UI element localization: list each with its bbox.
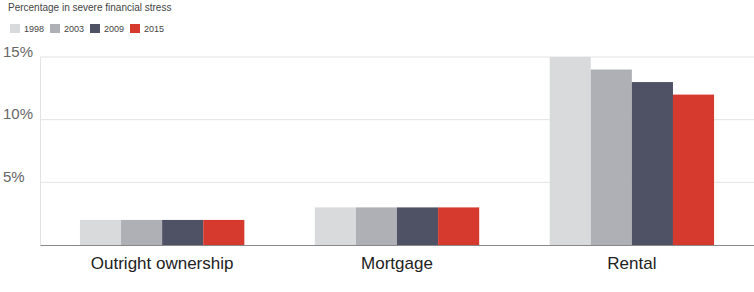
x-axis: Outright ownership Mortgage Rental xyxy=(41,245,754,273)
y-axis: 5% 10% 15% xyxy=(3,43,41,246)
chart: Percentage in severe financial stress 199… xyxy=(0,0,754,292)
bar xyxy=(591,70,632,245)
legend-item: 2015 xyxy=(130,24,164,34)
bar xyxy=(673,95,714,245)
legend: 1998 2003 2009 2015 xyxy=(10,24,164,34)
bar xyxy=(356,207,397,245)
x-tick-label: Rental xyxy=(607,254,656,273)
bar xyxy=(203,220,244,245)
y-tick: 10% xyxy=(3,105,40,122)
legend-swatch xyxy=(130,24,140,33)
legend-label: 2015 xyxy=(144,24,164,34)
legend-swatch xyxy=(50,24,60,33)
bar xyxy=(315,207,356,245)
y-tick: 5% xyxy=(3,168,40,185)
x-tick-label: Outright ownership xyxy=(91,254,234,273)
bar xyxy=(550,57,591,245)
legend-swatch xyxy=(90,24,100,33)
title: Percentage in severe financial stress xyxy=(8,2,171,13)
y-tick-label: 5% xyxy=(3,168,25,185)
y-tick-label: 15% xyxy=(3,43,33,60)
legend-item: 2003 xyxy=(50,24,84,34)
bar xyxy=(632,82,673,245)
bar xyxy=(162,220,203,245)
grid-line xyxy=(40,57,754,58)
legend-item: 1998 xyxy=(10,24,44,34)
y-tick-label: 10% xyxy=(3,105,33,122)
legend-swatch xyxy=(10,24,20,33)
y-axis-line xyxy=(40,58,41,246)
legend-label: 2003 xyxy=(64,24,84,34)
bar xyxy=(121,220,162,245)
bar xyxy=(80,220,121,245)
bar xyxy=(438,207,479,245)
legend-item: 2009 xyxy=(90,24,124,34)
x-tick: Rental xyxy=(607,245,656,273)
legend-label: 2009 xyxy=(104,24,124,34)
bars xyxy=(80,57,714,245)
x-tick: Outright ownership xyxy=(91,245,234,273)
x-axis-line xyxy=(41,245,754,246)
y-tick: 15% xyxy=(3,43,40,60)
x-tick: Mortgage xyxy=(361,245,433,273)
bar xyxy=(397,207,438,245)
legend-label: 1998 xyxy=(24,24,44,34)
x-tick-label: Mortgage xyxy=(361,254,433,273)
